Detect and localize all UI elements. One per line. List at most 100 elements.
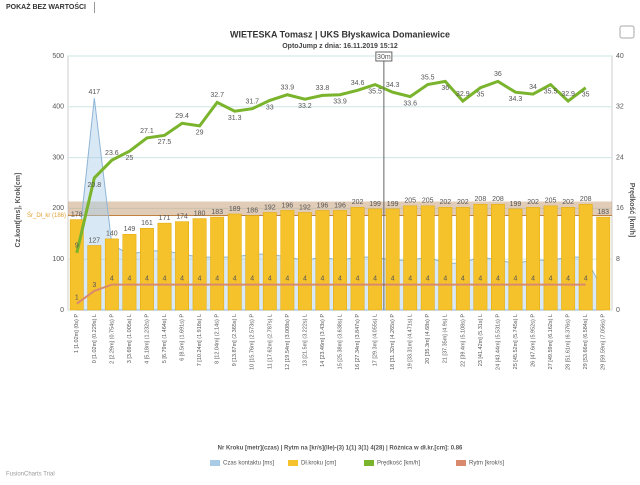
- line-label: 20.8: [88, 182, 102, 189]
- x-tick-label: 3 [3.69m] (1.005s) L: [127, 314, 133, 363]
- line-label: 35: [476, 92, 484, 99]
- x-tick-label: 10 [15.76m] (2.573s) P: [250, 314, 256, 370]
- line-label: 1: [75, 294, 79, 301]
- bar-label: 199: [369, 201, 381, 208]
- line-label: 4: [250, 275, 254, 282]
- bar: [315, 210, 330, 311]
- x-tick-label: 7 [10.24m] (1.918s) L: [197, 314, 203, 366]
- bar-label: 189: [229, 206, 241, 213]
- line-label: 4: [285, 275, 289, 282]
- bar: [157, 222, 172, 311]
- line: [75, 79, 587, 254]
- bar: [280, 210, 295, 311]
- bar-label: 196: [334, 202, 346, 209]
- line-label: 4: [514, 275, 518, 282]
- x-tick-label: 1 [1.02m] (0s) P: [74, 314, 80, 353]
- bar: [543, 205, 558, 311]
- x-tick-label: 14 [23.46m] (3.43s) P: [320, 314, 326, 367]
- line-label: 4: [127, 275, 131, 282]
- bar: [420, 205, 435, 311]
- line-label: 34.3: [509, 96, 523, 103]
- bar: [526, 207, 540, 311]
- legend-swatch: [456, 460, 466, 466]
- line-label: 4: [215, 275, 219, 282]
- x-label: Nr Kroku [metr](czas) | Rytm na [kr/s](l…: [218, 446, 463, 452]
- line: [76, 283, 586, 305]
- bar-label: 174: [176, 213, 188, 220]
- line-label: 34: [529, 84, 537, 91]
- bar: [403, 205, 418, 311]
- line-label: 35.5: [421, 74, 435, 81]
- bar-label: 202: [439, 199, 451, 206]
- x-tick-label: 29 [53.66m] (6.584s) L: [583, 314, 589, 369]
- line-label: 4: [320, 275, 324, 282]
- y-tick-label: 500: [52, 53, 64, 60]
- x-tick-label: 15 [25.38m] (3.638s) L: [337, 314, 343, 369]
- bar-label: 127: [88, 237, 100, 244]
- bar: [473, 204, 488, 311]
- subtitle: OptoJump z dnia: 16.11.2019 15:12: [282, 43, 398, 50]
- legend-label: Czas kontaktu [ms]: [223, 461, 274, 467]
- y-tick-label: 400: [52, 104, 64, 111]
- bar: [368, 208, 383, 311]
- bar-label: 202: [352, 199, 364, 206]
- bar-label: 208: [475, 196, 487, 203]
- x-tick-label: 8 [12.04m] (2.14s) P: [215, 314, 221, 364]
- y2-tick-label: 32: [616, 104, 624, 111]
- bar-label: 140: [106, 231, 118, 238]
- menu-button[interactable]: [619, 25, 635, 39]
- x-tick-label: 21 [37.35m] (4.9s) L: [443, 314, 449, 363]
- line-label: 32.9: [561, 91, 575, 98]
- line-label: 4: [549, 275, 553, 282]
- x-tick-label: 29 [59.59m] (7.056s) P: [601, 314, 607, 370]
- bar-label: 192: [299, 204, 311, 211]
- line-label: 36: [494, 71, 502, 78]
- x-tick-label: 6 [8.5m] (1.691s) P: [180, 314, 186, 361]
- line-label: 4: [391, 275, 395, 282]
- bar-label: 208: [580, 196, 592, 203]
- x-tick-label: 23 [41.42m] (5.31s) L: [478, 314, 484, 366]
- bar: [438, 207, 453, 311]
- line-label: 32.9: [456, 91, 470, 98]
- y2-tick-label: 40: [616, 53, 624, 60]
- line-label: 33.8: [316, 85, 330, 92]
- bar: [122, 234, 137, 311]
- line-label: 4: [566, 275, 570, 282]
- x-tick-label: 19 [33.31m] (4.471s) L: [408, 314, 414, 369]
- y-tick-label: 100: [52, 256, 64, 263]
- y-tick-label: 300: [52, 154, 64, 161]
- x-tick-label: 12 [19.54m] (3.008s) P: [285, 314, 291, 370]
- x-tick-label: 25 [45.52m] (5.745s) L: [513, 314, 519, 369]
- line-label: 33.9: [333, 99, 347, 106]
- bar-label: 202: [457, 199, 469, 206]
- y2-tick-label: 0: [616, 307, 620, 314]
- line-label: 4: [373, 275, 377, 282]
- y2-tick-label: 16: [616, 205, 624, 212]
- line-label: 27.1: [140, 128, 154, 135]
- bar: [350, 207, 365, 311]
- bar-label: 178: [71, 211, 83, 218]
- x-tick-label: 16 [27.34m] (3.847s) P: [355, 314, 361, 370]
- line-label: 31.7: [245, 99, 259, 106]
- bar: [455, 207, 470, 311]
- bar: [245, 215, 260, 311]
- marker-box: [375, 51, 393, 62]
- x-tick-label: 28 [51.61m] (6.376s) P: [566, 314, 572, 370]
- line-label: 33: [266, 104, 274, 111]
- line-label: 29: [196, 130, 204, 137]
- button[interactable]: POKAŻ BEZ WARTOŚCI: [4, 2, 95, 13]
- line-label: 32.7: [210, 92, 224, 99]
- bar-label: 180: [194, 210, 206, 217]
- bar-label: 205: [404, 198, 416, 205]
- bar: [596, 216, 611, 311]
- line-label: 23.6: [105, 150, 119, 157]
- x-tick-label: 27 [49.59m] (6.162s) L: [548, 314, 554, 369]
- y2-tick-label: 24: [616, 154, 624, 161]
- line-label: 29.4: [175, 113, 189, 120]
- bar-label: 199: [387, 201, 399, 208]
- line-label: 4: [443, 275, 447, 282]
- bar: [491, 204, 505, 311]
- x-tick-label: 5 [6.79m] (1.464s) L: [162, 314, 168, 363]
- x-tick-label: 9 [13.87m] (2.365s) L: [232, 314, 238, 366]
- x-tick-label: 22 [39.4m] (5.108s) P: [460, 314, 466, 367]
